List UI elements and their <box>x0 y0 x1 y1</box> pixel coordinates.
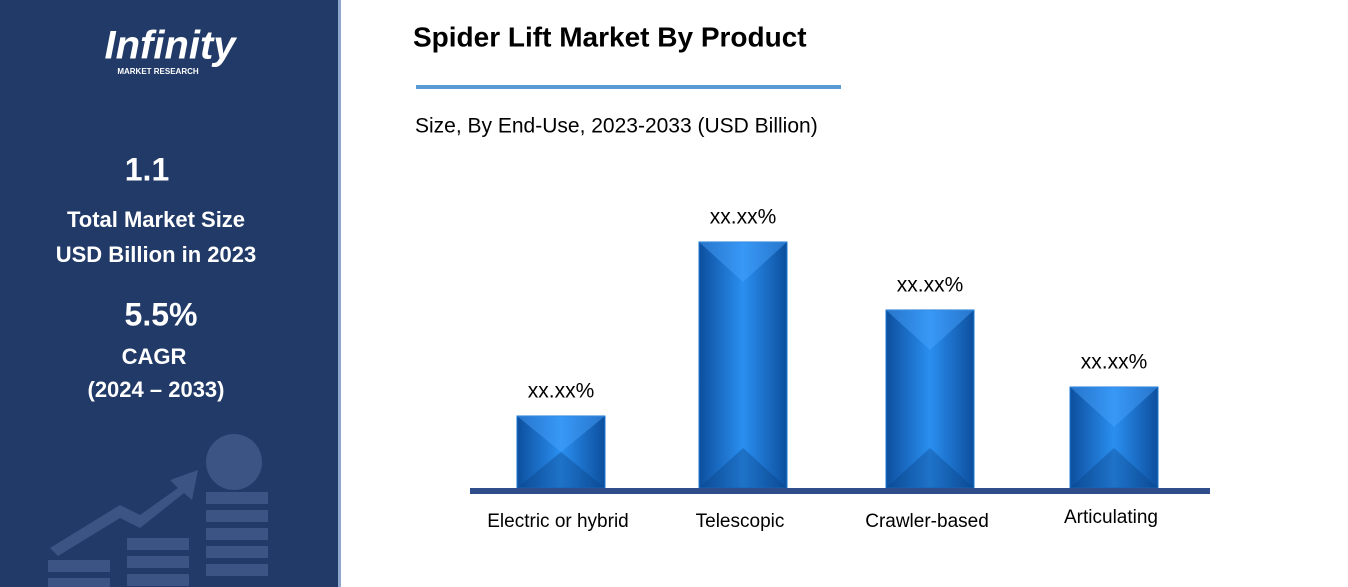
bar-bevel <box>699 242 787 282</box>
value-label: xx.xx% <box>897 274 964 297</box>
logo: Infinity <box>104 24 237 68</box>
logo-sub: MARKET RESEARCH <box>117 67 199 76</box>
bar-bevel <box>1070 448 1158 488</box>
value-label: xx.xx% <box>528 380 595 403</box>
cagr-label: CAGR <box>122 344 187 369</box>
bar <box>698 241 788 489</box>
chart-title: Spider Lift Market By Product <box>413 21 807 52</box>
bar <box>516 415 606 489</box>
size-value: 1.1 <box>125 151 169 187</box>
cagr-value: 5.5% <box>125 296 198 332</box>
bar-bevel <box>517 452 605 488</box>
value-label: xx.xx% <box>1081 351 1148 374</box>
bar-bevel <box>886 310 974 350</box>
side-panel <box>0 0 340 587</box>
bar-bevel <box>1070 387 1158 427</box>
bar <box>885 309 975 489</box>
x-tick-label: Electric or hybrid <box>487 511 629 532</box>
decor-icon <box>48 434 268 587</box>
title-underline <box>416 85 841 89</box>
value-label: xx.xx% <box>710 206 777 229</box>
x-tick-label: Articulating <box>1064 507 1158 528</box>
bar <box>1069 386 1159 489</box>
size-label: Total Market Size <box>67 207 245 232</box>
x-tick-label: Crawler-based <box>865 511 989 532</box>
size-label: USD Billion in 2023 <box>56 242 257 267</box>
bar-bevel <box>886 448 974 488</box>
baseline <box>470 488 1210 494</box>
chart-subtitle: Size, By End-Use, 2023-2033 (USD Billion… <box>415 115 818 138</box>
cagr-period: (2024 – 2033) <box>88 377 225 402</box>
x-tick-label: Telescopic <box>696 511 785 532</box>
bar-bevel <box>699 448 787 488</box>
bar-bevel <box>517 416 605 452</box>
panel-border <box>338 0 341 587</box>
